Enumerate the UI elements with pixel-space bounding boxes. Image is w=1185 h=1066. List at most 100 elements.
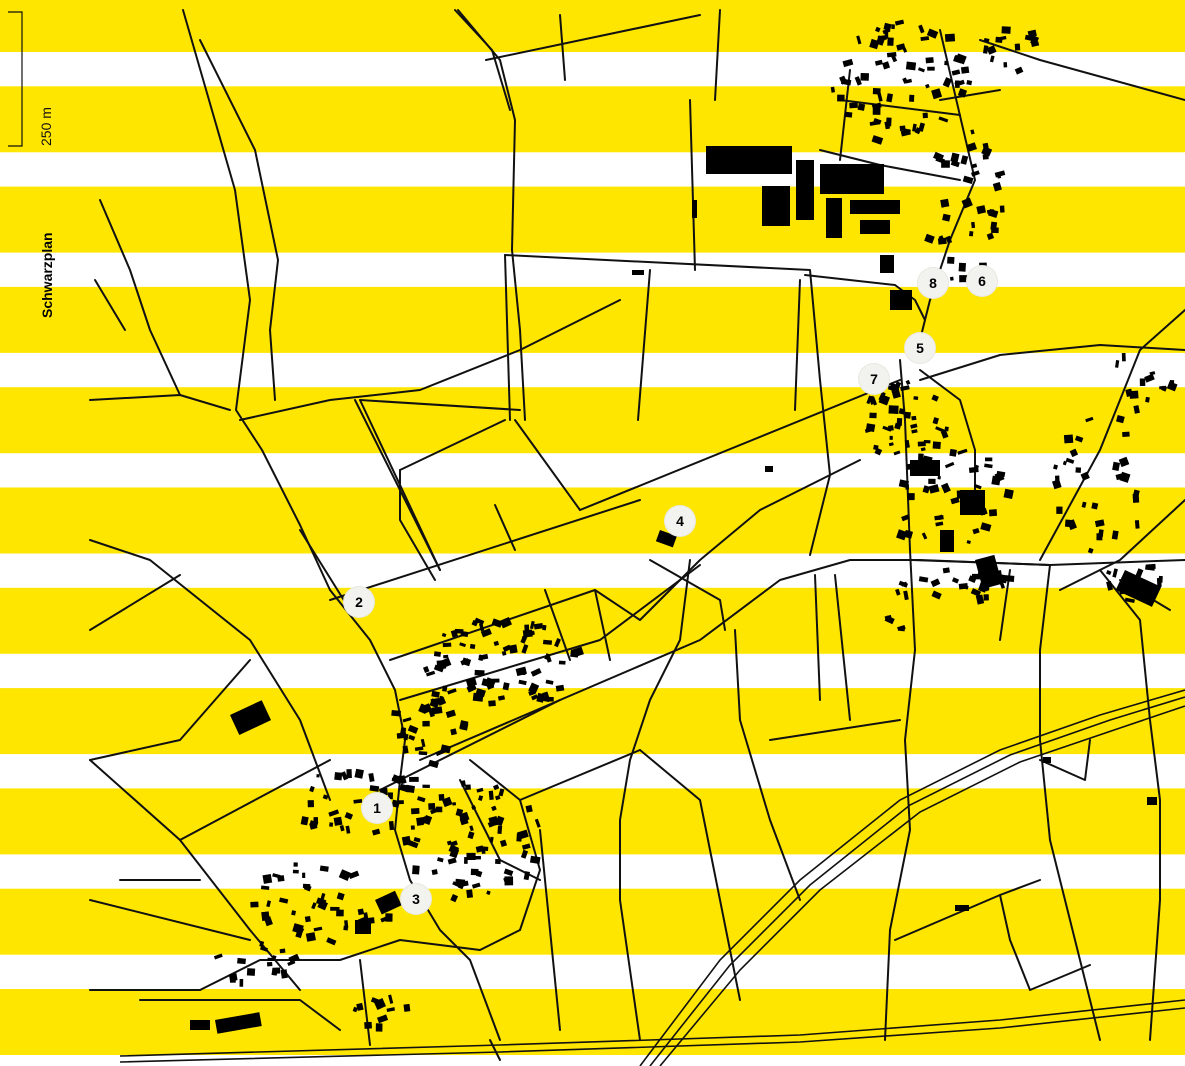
road	[199, 929, 521, 991]
building	[966, 142, 978, 152]
building	[316, 774, 320, 778]
road	[1039, 309, 1185, 561]
road	[89, 574, 181, 631]
road	[979, 39, 1185, 101]
building	[893, 450, 901, 456]
building	[888, 442, 894, 447]
building	[343, 925, 349, 931]
building	[920, 36, 930, 42]
building	[259, 945, 268, 952]
building	[333, 816, 343, 826]
building	[487, 819, 498, 828]
building	[1003, 62, 1008, 68]
road	[454, 9, 511, 111]
building	[418, 751, 428, 756]
building	[469, 643, 476, 650]
building	[508, 644, 518, 654]
building	[1134, 520, 1140, 529]
building	[292, 869, 299, 874]
building	[930, 578, 941, 588]
building	[288, 953, 300, 964]
building-large	[796, 160, 814, 220]
building	[545, 679, 554, 685]
building	[447, 857, 457, 865]
building	[1139, 378, 1146, 386]
building	[872, 88, 881, 95]
building	[420, 738, 426, 748]
building	[558, 660, 566, 665]
building	[931, 590, 942, 600]
building	[905, 484, 910, 490]
yellow-band	[0, 688, 1185, 755]
building	[326, 937, 337, 946]
road	[485, 14, 701, 61]
building	[996, 470, 1006, 478]
building	[435, 748, 446, 757]
building	[460, 780, 466, 787]
building	[518, 679, 527, 686]
scale-bar	[8, 11, 23, 147]
building	[544, 653, 551, 661]
building	[949, 448, 957, 457]
building	[305, 932, 316, 942]
building	[442, 685, 448, 692]
road	[619, 559, 691, 1041]
building	[501, 650, 507, 656]
building	[888, 405, 899, 415]
building-large	[190, 1020, 210, 1030]
building	[279, 897, 289, 904]
building-large	[826, 198, 842, 238]
building-large	[850, 200, 900, 214]
building	[970, 129, 975, 135]
building	[928, 478, 936, 485]
building	[522, 629, 533, 638]
building	[272, 873, 281, 879]
location-marker-6[interactable]: 6	[967, 266, 997, 296]
road	[544, 589, 571, 661]
building	[1111, 530, 1119, 540]
location-marker-8[interactable]: 8	[918, 268, 948, 298]
building	[266, 961, 273, 967]
location-marker-5[interactable]: 5	[905, 333, 935, 363]
location-marker-1[interactable]: 1	[362, 793, 392, 823]
building	[949, 276, 954, 281]
building	[304, 915, 311, 923]
building	[346, 769, 352, 779]
building	[926, 28, 939, 39]
building	[1005, 575, 1015, 582]
location-marker-3[interactable]: 3	[401, 884, 431, 914]
location-marker-7[interactable]: 7	[859, 364, 889, 394]
building	[438, 793, 445, 801]
building	[495, 859, 501, 865]
road	[99, 199, 181, 396]
road	[489, 1039, 501, 1061]
building	[928, 484, 940, 494]
location-marker-2[interactable]: 2	[344, 587, 374, 617]
building	[839, 75, 848, 85]
building	[918, 576, 929, 583]
building	[529, 620, 535, 630]
building	[891, 24, 895, 30]
building	[475, 688, 486, 698]
building	[410, 825, 415, 830]
scale-bar-label: 250 m	[38, 107, 54, 146]
location-marker-4[interactable]: 4	[665, 506, 695, 536]
building	[391, 710, 401, 717]
building	[917, 67, 925, 73]
road	[329, 499, 641, 601]
building	[450, 894, 459, 903]
building	[957, 88, 968, 98]
road	[594, 589, 611, 661]
map-title: Schwarzplan	[39, 232, 55, 318]
building	[352, 1006, 358, 1013]
building	[461, 657, 472, 667]
building-large	[1043, 757, 1051, 763]
building	[488, 700, 496, 707]
yellow-band	[0, 487, 1185, 554]
building	[884, 615, 895, 625]
building	[521, 843, 531, 850]
building	[399, 775, 407, 785]
building	[935, 426, 946, 433]
building	[516, 833, 522, 842]
